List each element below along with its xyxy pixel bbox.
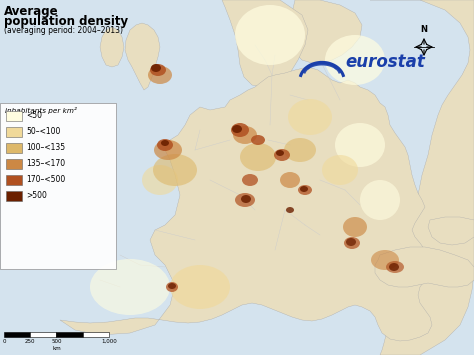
Ellipse shape <box>142 165 178 195</box>
Text: 500: 500 <box>51 339 62 344</box>
Text: >500: >500 <box>26 191 47 201</box>
Ellipse shape <box>90 259 170 315</box>
Text: 135–<170: 135–<170 <box>26 159 65 169</box>
Ellipse shape <box>298 185 312 195</box>
Text: 170–<500: 170–<500 <box>26 175 65 185</box>
Ellipse shape <box>166 282 178 292</box>
Text: 0: 0 <box>2 339 6 344</box>
Ellipse shape <box>232 125 242 133</box>
Text: <50: <50 <box>26 111 42 120</box>
Polygon shape <box>375 247 474 287</box>
Bar <box>6 159 22 169</box>
Ellipse shape <box>371 250 399 270</box>
Ellipse shape <box>242 174 258 186</box>
Polygon shape <box>100 27 124 67</box>
Text: Average: Average <box>4 5 59 18</box>
Ellipse shape <box>325 35 385 85</box>
Ellipse shape <box>251 135 265 145</box>
Ellipse shape <box>168 283 176 289</box>
Ellipse shape <box>151 64 161 72</box>
Ellipse shape <box>150 64 166 76</box>
Bar <box>6 127 22 137</box>
Text: km: km <box>52 346 61 351</box>
Ellipse shape <box>284 138 316 162</box>
Ellipse shape <box>322 155 358 185</box>
Bar <box>30 332 56 337</box>
Text: 1,000: 1,000 <box>101 339 117 344</box>
Text: inhabitants per km²: inhabitants per km² <box>5 107 77 114</box>
Ellipse shape <box>240 143 276 171</box>
Ellipse shape <box>276 150 284 156</box>
Ellipse shape <box>148 66 172 84</box>
Bar <box>6 175 22 185</box>
Ellipse shape <box>161 140 169 146</box>
Bar <box>56 332 83 337</box>
Text: 100–<135: 100–<135 <box>26 143 65 153</box>
Text: N: N <box>420 24 428 33</box>
Ellipse shape <box>346 238 356 246</box>
Polygon shape <box>288 0 362 63</box>
Ellipse shape <box>241 195 251 203</box>
Text: 50–<100: 50–<100 <box>26 127 60 137</box>
Ellipse shape <box>344 237 360 249</box>
Ellipse shape <box>343 217 367 237</box>
Bar <box>6 191 22 201</box>
Text: (averaging period: 2004–2013): (averaging period: 2004–2013) <box>4 26 123 35</box>
Ellipse shape <box>233 126 257 144</box>
Ellipse shape <box>389 263 399 271</box>
Text: eurostat: eurostat <box>345 53 425 71</box>
Ellipse shape <box>274 149 290 161</box>
Polygon shape <box>428 217 474 245</box>
Bar <box>4 332 30 337</box>
Ellipse shape <box>286 207 294 213</box>
Polygon shape <box>370 0 474 355</box>
Ellipse shape <box>231 123 249 137</box>
Bar <box>83 332 109 337</box>
Polygon shape <box>125 23 160 90</box>
Polygon shape <box>222 0 308 87</box>
Bar <box>6 111 22 121</box>
Bar <box>6 143 22 153</box>
Ellipse shape <box>170 265 230 309</box>
Ellipse shape <box>288 99 332 135</box>
Ellipse shape <box>235 193 255 207</box>
Ellipse shape <box>335 123 385 167</box>
FancyBboxPatch shape <box>0 103 116 269</box>
Ellipse shape <box>280 172 300 188</box>
Ellipse shape <box>235 5 305 65</box>
Ellipse shape <box>154 140 182 160</box>
Ellipse shape <box>157 139 173 151</box>
Text: population density: population density <box>4 15 128 28</box>
Ellipse shape <box>153 154 197 186</box>
Ellipse shape <box>360 180 400 220</box>
Ellipse shape <box>386 261 404 273</box>
Ellipse shape <box>300 186 308 192</box>
Polygon shape <box>60 67 432 341</box>
Text: 250: 250 <box>25 339 36 344</box>
